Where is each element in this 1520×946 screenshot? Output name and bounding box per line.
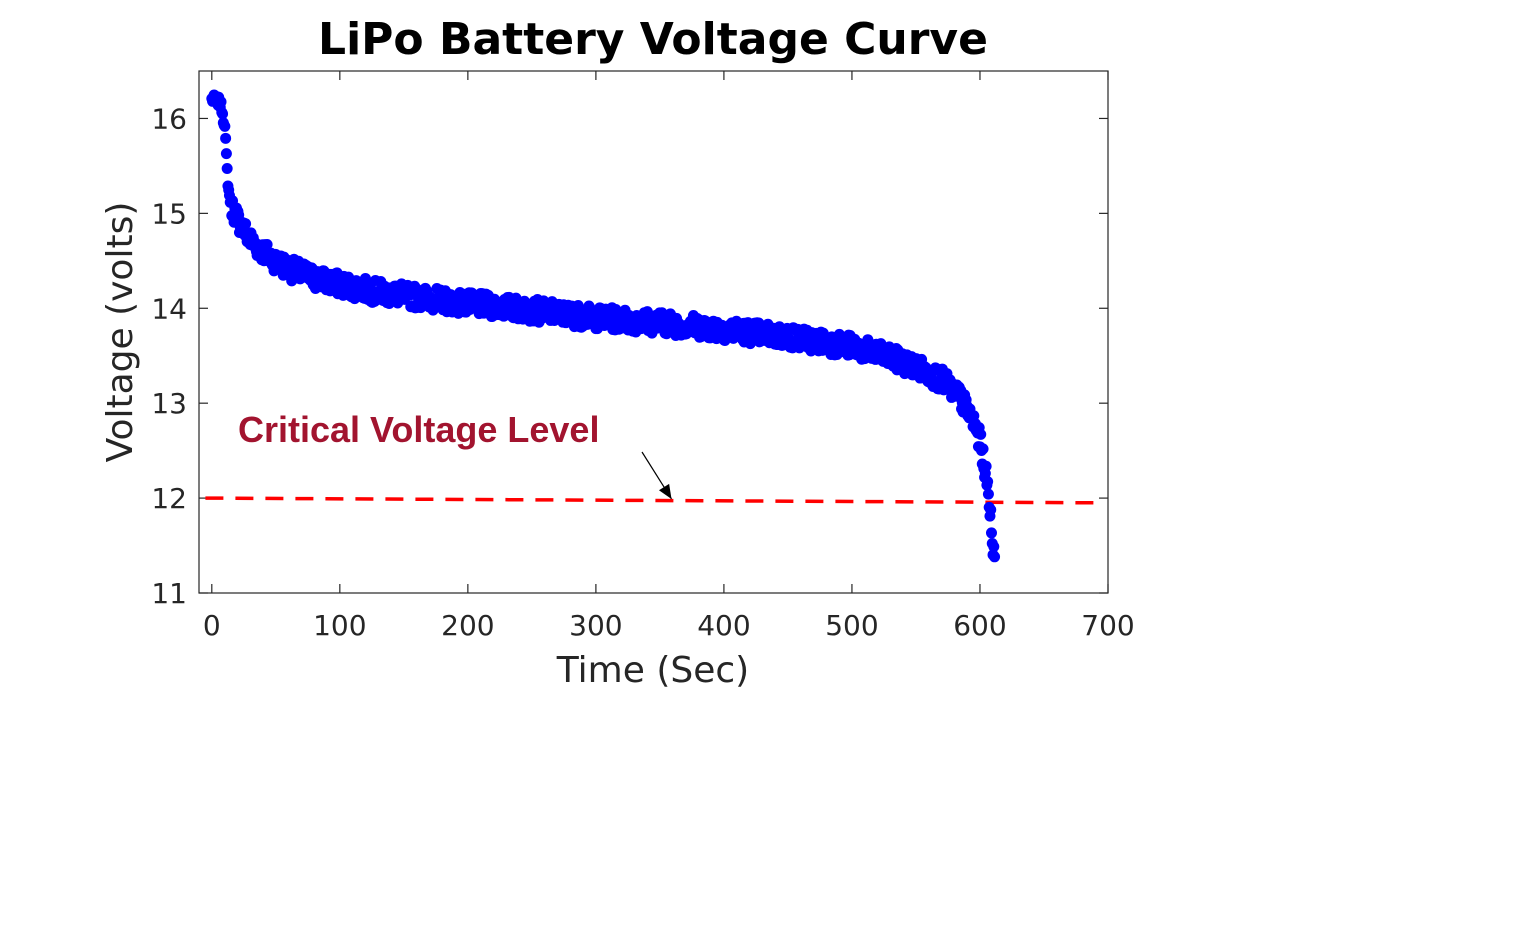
x-axis-label: Time (Sec)	[556, 650, 749, 691]
x-tick-label: 0	[203, 609, 221, 642]
x-tick-label: 300	[569, 609, 622, 642]
data-point	[220, 132, 232, 144]
x-tick-label: 700	[1081, 609, 1134, 642]
annotation-arrow-head	[658, 483, 672, 499]
data-point	[220, 148, 232, 160]
plot-area: 0 100 200 300 400 500 600 700 11 12 13 14 15 16 Crit…	[151, 70, 1135, 642]
x-tick-label: 200	[441, 609, 494, 642]
x-tick-label: 600	[953, 609, 1006, 642]
data-point	[980, 460, 992, 472]
data-point	[982, 488, 994, 500]
data-point	[975, 428, 987, 440]
critical-voltage-label: Critical Voltage Level	[238, 409, 599, 450]
y-tick-label: 11	[151, 577, 187, 610]
data-point	[215, 96, 227, 108]
data-point	[985, 504, 997, 516]
data-point	[977, 443, 989, 455]
x-tick-label: 400	[697, 609, 750, 642]
data-point	[261, 239, 273, 251]
x-axis: 0 100 200 300 400 500 600 700	[203, 71, 1135, 642]
x-tick-label: 500	[825, 609, 878, 642]
data-point	[221, 162, 233, 174]
y-tick-label: 16	[151, 102, 187, 135]
y-tick-label: 13	[151, 387, 187, 420]
y-tick-label: 15	[151, 197, 187, 230]
data-point	[982, 476, 994, 488]
chart-title: LiPo Battery Voltage Curve	[318, 14, 988, 65]
data-point	[988, 541, 1000, 553]
y-axis-label: Voltage (volts)	[100, 202, 141, 463]
data-series	[206, 89, 1001, 563]
y-axis: 11 12 13 14 15 16	[151, 102, 1108, 610]
data-point	[219, 120, 231, 132]
data-point	[240, 218, 252, 230]
data-point	[985, 527, 997, 539]
annotation-group: Critical Voltage Level	[238, 409, 673, 500]
data-point	[217, 108, 229, 120]
y-tick-label: 12	[151, 482, 187, 515]
data-point	[989, 551, 1001, 563]
y-tick-label: 14	[151, 292, 187, 325]
x-tick-label: 100	[313, 609, 366, 642]
